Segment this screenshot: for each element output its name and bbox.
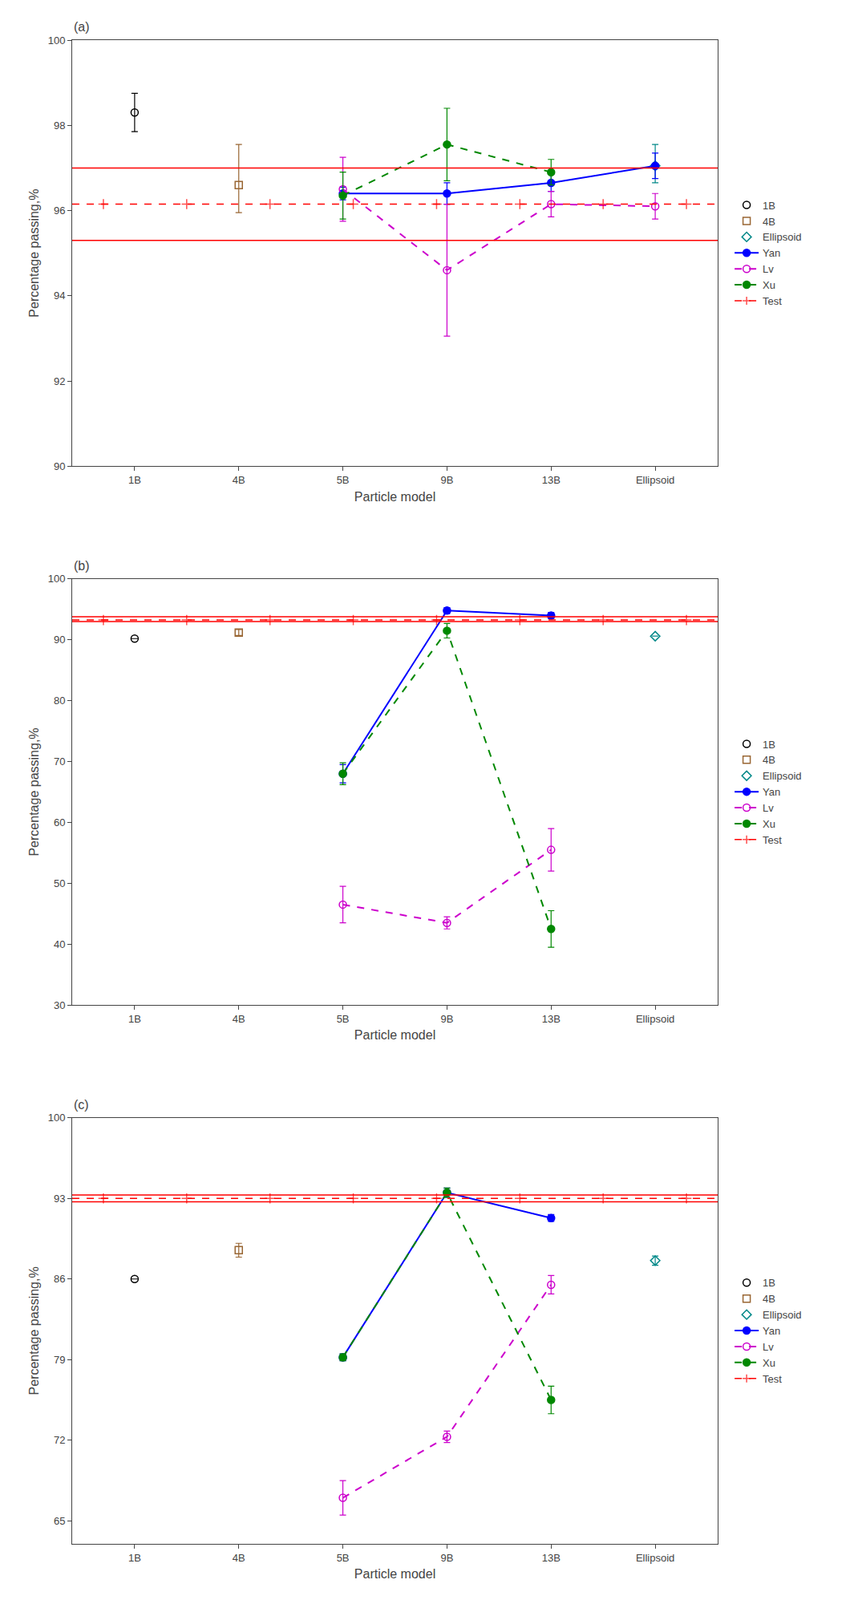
- svg-text:5B: 5B: [336, 1551, 350, 1564]
- svg-text:Particle model: Particle model: [354, 1566, 436, 1581]
- svg-text:90: 90: [53, 633, 65, 646]
- svg-text:Test: Test: [762, 833, 782, 846]
- svg-text:4B: 4B: [762, 215, 776, 228]
- svg-text:Test: Test: [762, 295, 782, 308]
- svg-text:100: 100: [48, 572, 66, 585]
- svg-text:92: 92: [53, 375, 65, 388]
- svg-text:1B: 1B: [762, 1276, 776, 1289]
- svg-text:9B: 9B: [440, 473, 454, 486]
- svg-text:Percentage passing,%: Percentage passing,%: [27, 727, 41, 856]
- svg-text:(a): (a): [73, 20, 90, 34]
- svg-text:30: 30: [53, 999, 65, 1012]
- svg-text:1B: 1B: [128, 1551, 142, 1564]
- svg-text:13B: 13B: [542, 1551, 561, 1564]
- svg-text:40: 40: [53, 938, 65, 951]
- svg-text:Ellipsoid: Ellipsoid: [635, 473, 675, 486]
- svg-text:72: 72: [53, 1433, 65, 1446]
- svg-text:Yan: Yan: [762, 246, 781, 260]
- svg-text:5B: 5B: [336, 1012, 350, 1025]
- svg-text:Ellipsoid: Ellipsoid: [635, 1012, 675, 1025]
- svg-text:5B: 5B: [336, 473, 350, 486]
- svg-text:96: 96: [53, 204, 65, 217]
- svg-text:13B: 13B: [542, 473, 561, 486]
- svg-text:13B: 13B: [542, 1012, 561, 1025]
- svg-text:93: 93: [53, 1192, 65, 1205]
- svg-text:Yan: Yan: [762, 1324, 781, 1337]
- svg-text:Xu: Xu: [762, 1356, 776, 1369]
- svg-text:1B: 1B: [762, 199, 776, 212]
- svg-text:(c): (c): [73, 1097, 90, 1112]
- svg-text:Percentage passing,%: Percentage passing,%: [27, 189, 41, 318]
- svg-text:Particle model: Particle model: [354, 489, 436, 504]
- svg-text:Lv: Lv: [762, 801, 774, 814]
- svg-text:1B: 1B: [128, 1012, 142, 1025]
- svg-text:86: 86: [53, 1272, 65, 1285]
- svg-text:Xu: Xu: [762, 279, 776, 292]
- svg-text:100: 100: [48, 34, 66, 47]
- svg-text:50: 50: [53, 877, 65, 890]
- svg-text:4B: 4B: [762, 753, 776, 766]
- svg-text:(b): (b): [73, 558, 90, 573]
- svg-text:100: 100: [48, 1111, 66, 1124]
- svg-text:90: 90: [53, 460, 65, 473]
- svg-text:1B: 1B: [762, 738, 776, 751]
- svg-text:Lv: Lv: [762, 263, 774, 276]
- svg-text:4B: 4B: [232, 473, 246, 486]
- svg-text:80: 80: [53, 694, 65, 707]
- svg-text:Lv: Lv: [762, 1340, 774, 1353]
- svg-text:Particle model: Particle model: [354, 1028, 436, 1042]
- svg-text:Percentage passing,%: Percentage passing,%: [27, 1266, 41, 1395]
- svg-text:Ellipsoid: Ellipsoid: [635, 1551, 675, 1564]
- svg-text:79: 79: [53, 1353, 65, 1366]
- svg-text:98: 98: [53, 119, 65, 132]
- svg-text:94: 94: [53, 289, 65, 302]
- svg-text:9B: 9B: [440, 1551, 454, 1564]
- svg-text:Test: Test: [762, 1372, 782, 1385]
- svg-text:9B: 9B: [440, 1012, 454, 1025]
- svg-text:Yan: Yan: [762, 785, 781, 798]
- svg-text:4B: 4B: [762, 1292, 776, 1305]
- svg-text:60: 60: [53, 816, 65, 829]
- svg-text:4B: 4B: [232, 1551, 246, 1564]
- svg-text:Ellipsoid: Ellipsoid: [762, 230, 802, 243]
- svg-text:4B: 4B: [232, 1012, 246, 1025]
- svg-text:70: 70: [53, 755, 65, 768]
- svg-text:1B: 1B: [128, 473, 142, 486]
- svg-text:65: 65: [53, 1514, 65, 1527]
- svg-text:Ellipsoid: Ellipsoid: [762, 769, 802, 782]
- svg-text:Xu: Xu: [762, 817, 776, 830]
- svg-text:Ellipsoid: Ellipsoid: [762, 1308, 802, 1321]
